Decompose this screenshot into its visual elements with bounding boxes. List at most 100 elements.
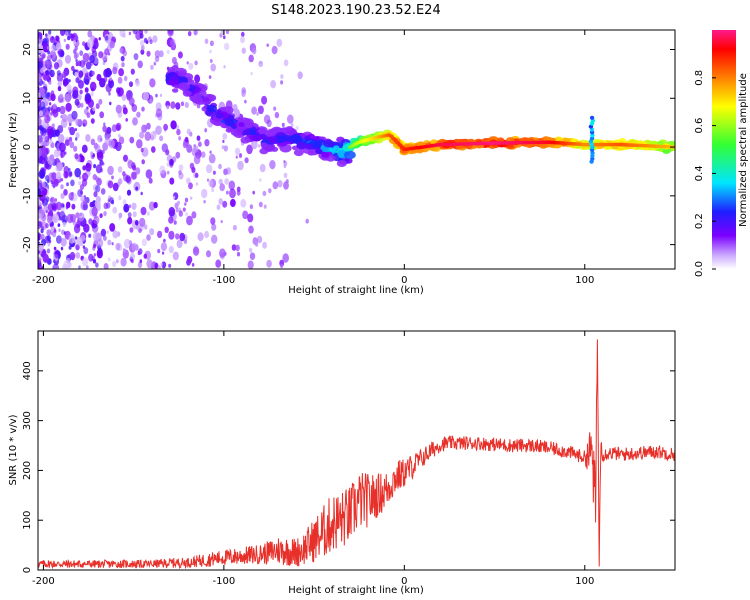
heatmap-cell <box>205 164 213 174</box>
heatmap-cell <box>52 263 60 269</box>
heatmap-cell <box>45 59 49 65</box>
heatmap-cell <box>155 125 162 135</box>
heatmap-cell <box>178 210 183 217</box>
heatmap-cell <box>109 76 113 81</box>
heatmap-cell <box>74 71 79 77</box>
heatmap-cell <box>178 82 191 91</box>
heatmap-cell <box>38 179 43 189</box>
heatmap-cell <box>50 111 53 116</box>
heatmap-cell <box>177 51 183 59</box>
heatmap-cell <box>269 160 276 170</box>
heatmap-cell <box>123 203 130 213</box>
heatmap-cell <box>78 80 84 89</box>
heatmap-cell <box>180 101 185 107</box>
heatmap-cell <box>100 228 107 237</box>
heatmap-cell <box>38 43 44 54</box>
heatmap-cell <box>171 56 177 65</box>
heatmap-cell <box>82 52 90 63</box>
spectrogram-x-tick-label: 0 <box>401 275 407 286</box>
heatmap-cell <box>168 245 174 254</box>
heatmap-cell <box>129 252 136 261</box>
heatmap-cell <box>143 91 150 101</box>
heatmap-cell <box>590 156 595 161</box>
heatmap-cell <box>225 30 230 35</box>
heatmap-cell <box>133 53 139 61</box>
heatmap-cell <box>305 143 314 150</box>
heatmap-cell <box>201 188 208 199</box>
heatmap-cell <box>158 50 164 58</box>
heatmap-cell <box>102 162 105 166</box>
heatmap-cell <box>123 154 128 162</box>
heatmap-cell <box>74 167 81 178</box>
heatmap-cell <box>115 122 122 131</box>
heatmap-cell <box>92 258 97 264</box>
heatmap-cell <box>50 226 55 233</box>
heatmap-cell <box>99 213 103 219</box>
heatmap-cell <box>223 145 228 152</box>
heatmap-cell <box>262 190 267 197</box>
heatmap-cell <box>127 216 133 225</box>
heatmap-cell <box>94 199 101 208</box>
heatmap-cell <box>115 104 122 114</box>
heatmap-cell <box>47 242 51 247</box>
heatmap-cell <box>68 234 75 244</box>
heatmap-cell <box>38 220 42 230</box>
heatmap-cell <box>168 230 175 240</box>
heatmap-cell <box>191 211 197 219</box>
heatmap-cell <box>55 42 62 51</box>
heatmap-cell <box>259 63 262 68</box>
heatmap-cell <box>125 175 131 183</box>
heatmap-cell <box>121 94 127 101</box>
heatmap-cell <box>159 93 163 97</box>
spectrogram-y-axis-label: Frequency (Hz) <box>8 112 19 188</box>
heatmap-cell <box>194 60 198 66</box>
heatmap-cell <box>75 61 79 67</box>
heatmap-cell <box>135 79 141 87</box>
heatmap-cell <box>59 93 64 99</box>
heatmap-cell <box>263 114 271 124</box>
heatmap-cell <box>150 64 154 70</box>
heatmap-cell <box>62 71 67 79</box>
heatmap-cell <box>77 220 81 226</box>
snr-series-line <box>38 339 675 570</box>
heatmap-cell <box>47 215 53 224</box>
heatmap-cell <box>63 38 66 43</box>
heatmap-cell <box>257 105 264 115</box>
heatmap-cell <box>280 80 284 85</box>
heatmap-cell <box>128 204 132 208</box>
heatmap-cell <box>250 71 253 76</box>
snr-x-tick-label: 100 <box>575 576 594 587</box>
heatmap-cell <box>120 257 127 267</box>
heatmap-cell <box>182 90 192 97</box>
heatmap-cell <box>125 118 128 122</box>
heatmap-cell <box>282 253 290 263</box>
heatmap-cell <box>220 220 223 224</box>
heatmap-cell <box>139 131 145 139</box>
heatmap-cell <box>95 164 103 174</box>
heatmap-cell <box>333 145 340 150</box>
heatmap-cell <box>266 128 277 136</box>
heatmap-cell <box>140 191 143 196</box>
heatmap-cell <box>49 196 56 205</box>
heatmap-cell <box>209 59 213 63</box>
heatmap-cell <box>221 145 225 150</box>
heatmap-cell <box>223 168 228 176</box>
heatmap-cell <box>194 172 199 178</box>
heatmap-cell <box>241 47 246 54</box>
heatmap-cell <box>169 38 176 47</box>
heatmap-cell <box>54 198 58 202</box>
heatmap-cell <box>53 178 59 187</box>
heatmap-cell <box>206 250 211 258</box>
heatmap-cell <box>112 230 119 239</box>
heatmap-cell <box>178 164 184 171</box>
heatmap-cell <box>60 246 64 251</box>
snr-y-tick-label: 100 <box>22 511 33 530</box>
heatmap-cell <box>160 242 167 252</box>
heatmap-cell <box>140 45 145 51</box>
heatmap-cell <box>73 224 81 234</box>
heatmap-cell <box>49 154 55 162</box>
heatmap-cell <box>259 163 266 173</box>
spectrogram-heatmap <box>38 30 675 269</box>
heatmap-cell <box>251 47 257 55</box>
heatmap-cell <box>38 212 43 221</box>
